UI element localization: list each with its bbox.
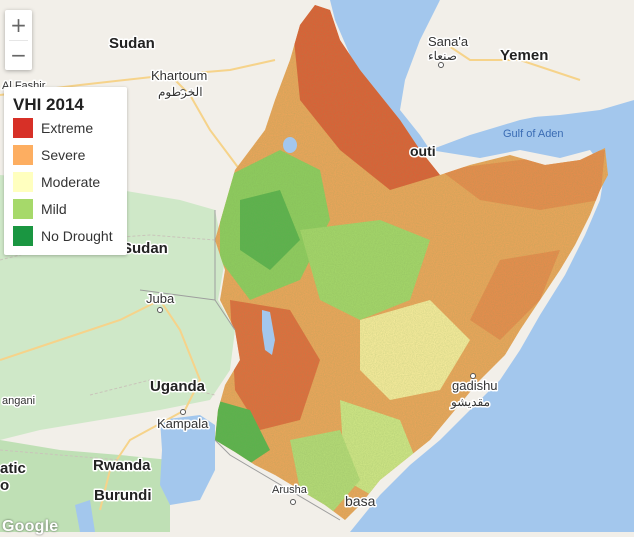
label-sanaa: Sana'a <box>428 34 469 49</box>
legend-item-moderate: Moderate <box>13 172 100 192</box>
label-juba: Juba <box>146 291 175 306</box>
legend-label: No Drought <box>41 228 113 244</box>
legend-label: Extreme <box>41 120 94 136</box>
legend-item-no-drought: No Drought <box>13 226 113 246</box>
legend-panel: VHI 2014 Extreme Severe Moderate Mild No Dro… <box>4 87 127 255</box>
label-yemen: Yemen <box>500 47 548 64</box>
google-logo: Google <box>2 518 59 535</box>
zoom-in-button[interactable]: + <box>10 13 27 37</box>
legend-swatch <box>13 172 33 192</box>
label-drc2: o <box>0 477 9 494</box>
label-djibouti: outi <box>410 143 436 159</box>
zoom-divider <box>9 40 28 41</box>
legend-label: Mild <box>41 201 67 217</box>
label-gulu: angani <box>2 395 35 407</box>
legend-item-extreme: Extreme <box>13 118 93 138</box>
label-arusha: Arusha <box>272 484 308 496</box>
legend-title: VHI 2014 <box>13 95 84 114</box>
legend-label: Severe <box>41 147 86 163</box>
label-drc: atic <box>0 460 26 477</box>
label-mogadishu-ar: مقديشو <box>450 395 490 409</box>
label-kampala: Kampala <box>157 416 209 431</box>
label-uganda: Uganda <box>150 378 206 395</box>
label-khartoum: Khartoum <box>151 68 207 83</box>
label-mogadishu: gadishu <box>452 378 498 393</box>
label-mombasa: basa <box>345 493 376 509</box>
legend-label: Moderate <box>41 174 101 190</box>
zoom-control: + − <box>5 10 32 70</box>
label-burundi: Burundi <box>94 487 152 504</box>
legend-item-severe: Severe <box>13 145 85 165</box>
zoom-out-button[interactable]: − <box>10 43 27 67</box>
label-south-sudan: Sudan <box>122 240 168 257</box>
legend-swatch <box>13 145 33 165</box>
label-sudan: Sudan <box>109 35 155 52</box>
label-sanaa-ar: صنعاء <box>428 49 457 63</box>
label-khartoum-ar: الخرطوم <box>158 85 203 99</box>
legend-swatch <box>13 226 33 246</box>
legend-swatch <box>13 118 33 138</box>
legend-item-mild: Mild <box>13 199 67 219</box>
label-rwanda: Rwanda <box>93 457 151 474</box>
label-gulf-of-aden: Gulf of Aden <box>503 128 564 140</box>
legend-swatch <box>13 199 33 219</box>
